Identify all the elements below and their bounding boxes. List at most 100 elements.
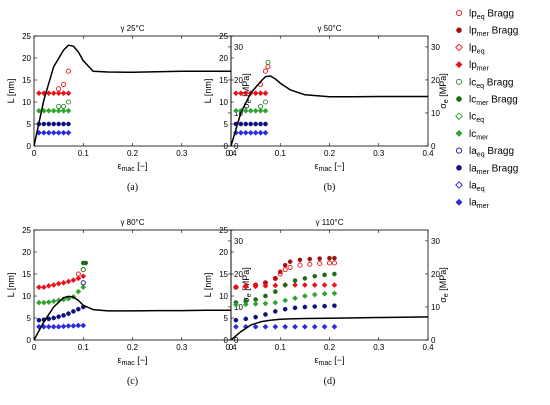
data-point [327,255,332,261]
data-point [262,300,269,307]
data-layer [233,255,338,330]
data-point [46,121,52,127]
y-tick-label: 15 [219,270,228,279]
data-point [326,260,333,266]
legend-marker [455,198,463,206]
x-tick-label: 0.4 [225,343,237,352]
y-tick-label: 5 [224,314,229,323]
data-point [302,304,308,310]
x-tick-label: 0.1 [78,149,90,158]
legend-label: lceq [469,112,484,125]
y-tick-label: 5 [224,120,229,129]
x-tick-label: 0.1 [78,343,90,352]
data-point [262,68,269,74]
legend-marker [455,9,463,17]
data-point [40,129,47,136]
data-point [312,273,318,279]
data-point [262,99,269,105]
x-tick-label: 0.3 [373,343,385,352]
y2-axis-label: σe [MPa] [438,73,450,108]
y-tick-label: 25 [219,226,228,235]
data-point [253,297,258,302]
data-point [70,323,77,329]
legend-entry: laeq [455,181,485,193]
y-tick-label: 20 [22,248,31,257]
data-point [83,260,89,266]
x-axis-label: εmac [−] [117,161,147,173]
data-point [252,283,259,290]
data-point [332,271,337,277]
data-point [60,90,67,97]
data-point [257,129,264,136]
data-point [55,90,62,97]
data-point [65,90,72,97]
panel-title: γ 110°C [316,218,344,227]
data-point [66,311,71,316]
data-point [75,271,81,277]
data-point [56,314,61,319]
data-point [252,90,259,97]
data-point [36,284,42,291]
data-point [60,279,67,286]
data-point [65,323,72,329]
data-point [331,260,337,266]
data-point [322,303,327,309]
data-point [253,314,258,320]
data-point [75,322,82,329]
x-tick-label: 0 [229,343,234,352]
data-point [263,293,268,299]
y2-tick-label: 0 [431,336,436,345]
x-tick-label: 0.1 [275,343,287,352]
data-point [56,121,61,127]
y-tick-label: 0 [27,142,32,151]
panel-caption: (d) [324,376,336,387]
y-axis-label: L [nm] [203,273,213,298]
y-tick-label: 5 [27,314,32,323]
data-point [50,90,57,97]
legend-entry: lamer Bragg [456,163,518,176]
y-tick-label: 10 [22,98,31,107]
y-tick-label: 20 [22,54,31,63]
data-point [50,298,57,305]
data-point [45,129,52,136]
legend-entry: lceq [455,112,484,125]
data-point [233,301,239,308]
data-point [60,129,67,136]
data-point [287,259,293,264]
stress-curve [231,316,428,340]
data-point [66,121,71,127]
y-tick-label: 15 [219,76,228,85]
y2-tick-label: 20 [431,270,440,279]
data-point [263,312,268,317]
data-point [75,288,82,295]
data-point [258,121,263,127]
data-point [282,282,288,288]
data-point [242,107,249,114]
legend: lpeq Bragg lpmer Bragg lpeq lpmer lceq Bragg… [455,9,518,210]
legend-label: laeq Bragg [469,146,514,159]
data-point [45,90,52,97]
x-axis-label: εmac [−] [117,355,147,367]
legend-marker [456,96,462,102]
data-point [311,291,318,298]
data-point [65,129,72,136]
x-tick-label: 0.4 [422,149,434,158]
data-point [41,121,47,127]
x-axis-label: εmac [−] [314,161,344,173]
data-point [263,121,268,127]
stress-curve [34,44,231,146]
data-point [45,107,52,114]
y2-tick-label: 10 [234,109,243,118]
y-tick-label: 25 [219,32,228,41]
legend-label: lcmer Bragg [469,95,518,108]
legend-entry: lceq Bragg [455,77,514,90]
data-point [40,299,47,306]
data-point [242,301,249,308]
legend-entry: lcmer Bragg [456,95,518,108]
data-point [248,121,253,127]
legend-entry: lamer [455,198,490,210]
x-tick-label: 0.3 [176,343,188,352]
data-point [257,103,264,109]
data-point [301,323,308,330]
